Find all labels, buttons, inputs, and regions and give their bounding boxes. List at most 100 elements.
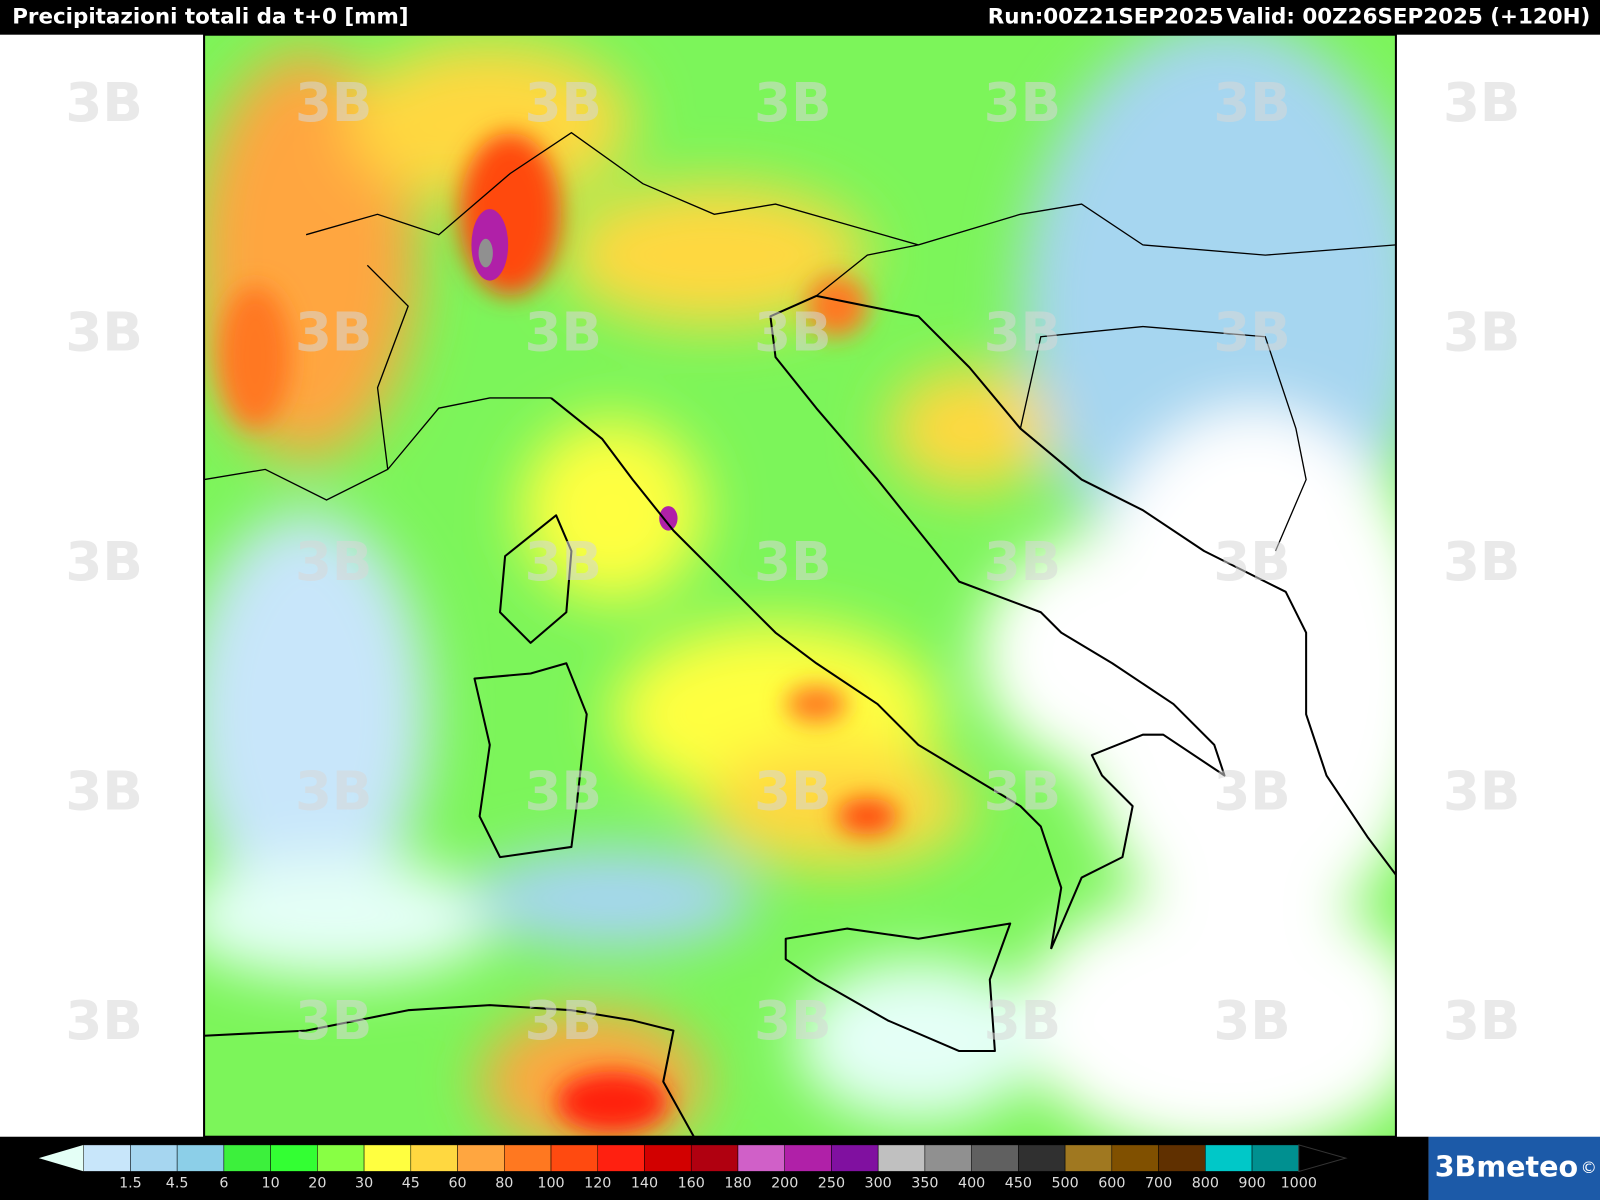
legend-label: 300 — [865, 1176, 892, 1192]
logo-box — [1428, 1136, 1600, 1200]
legend-swatch — [737, 1144, 785, 1172]
watermark: 3B — [295, 990, 372, 1052]
legend-label: 4.5 — [166, 1176, 189, 1192]
run-time: Run:00Z21SEP2025 — [988, 4, 1224, 29]
legend-swatch — [1251, 1144, 1300, 1172]
legend-label: 700 — [1145, 1176, 1172, 1192]
watermark: 3B — [65, 990, 142, 1052]
watermark: 3B — [754, 990, 831, 1052]
watermark: 3B — [65, 761, 142, 823]
legend-label: 180 — [724, 1176, 751, 1192]
legend-swatch — [457, 1144, 505, 1172]
legend-label: 1.5 — [119, 1176, 142, 1192]
watermark: 3B — [1213, 761, 1290, 823]
legend-swatch — [83, 1144, 131, 1172]
legend-swatch — [1064, 1144, 1113, 1172]
legend-label: 30 — [355, 1176, 373, 1192]
watermark: 3B — [295, 72, 372, 134]
valid-time: Valid: 00Z26SEP2025 (+120H) — [1227, 4, 1591, 29]
legend-swatch — [550, 1144, 599, 1172]
watermark: 3B — [295, 761, 372, 823]
legend-label: 350 — [911, 1176, 938, 1192]
legend-swatch — [363, 1144, 412, 1172]
watermark: 3B — [984, 301, 1061, 363]
watermark: 3B — [1443, 990, 1520, 1052]
watermark: 3B — [984, 72, 1061, 134]
legend-swatch — [317, 1144, 365, 1172]
legend-swatch — [831, 1144, 879, 1172]
legend-label: 200 — [771, 1176, 798, 1192]
watermarks: 3B 3B 3B 3B 3B 3B 3B 3B 3B 3B 3B 3B 3B 3B 3B 3B 3B 3B 3B 3B… — [65, 72, 1520, 1052]
legend-swatch — [223, 1144, 271, 1172]
watermark: 3B — [984, 990, 1061, 1052]
watermark: 3B — [1443, 531, 1520, 593]
legend-label: 20 — [308, 1176, 326, 1192]
legend-swatch — [924, 1144, 972, 1172]
map-title: Precipitazioni totali da t+0 [mm] — [12, 4, 408, 29]
legend-swatch — [410, 1144, 458, 1172]
watermark: 3B — [1443, 72, 1520, 134]
watermark: 3B — [65, 72, 142, 134]
watermark: 3B — [295, 301, 372, 363]
logo-copyright: © — [1581, 1158, 1597, 1177]
watermark: 3B — [295, 531, 372, 593]
legend-low-arrow — [38, 1144, 84, 1172]
map — [204, 34, 1396, 1137]
legend-label: 160 — [678, 1176, 705, 1192]
legend-label: 45 — [402, 1176, 420, 1192]
watermark: 3B — [754, 531, 831, 593]
watermark: 3B — [1213, 531, 1290, 593]
watermark: 3B — [1213, 301, 1290, 363]
legend-swatch — [597, 1144, 645, 1172]
watermark: 3B — [754, 72, 831, 134]
legend-label: 100 — [537, 1176, 564, 1192]
legend-swatch — [1158, 1144, 1206, 1172]
legend-swatch — [1018, 1144, 1066, 1172]
watermark: 3B — [1213, 72, 1290, 134]
legend-swatch — [130, 1144, 178, 1172]
legend-label: 1000 — [1281, 1176, 1317, 1192]
watermark: 3B — [65, 301, 142, 363]
watermark: 3B — [525, 990, 602, 1052]
legend-swatch — [1111, 1144, 1159, 1172]
legend-label: 800 — [1192, 1176, 1219, 1192]
watermark: 3B — [754, 301, 831, 363]
watermark: 3B — [1443, 301, 1520, 363]
legend-swatch — [176, 1144, 225, 1172]
legend-label: 6 — [219, 1176, 228, 1192]
legend-swatch — [690, 1144, 739, 1172]
legend-swatch — [504, 1144, 552, 1172]
watermark: 3B — [525, 301, 602, 363]
legend-label: 600 — [1098, 1176, 1125, 1192]
legend-label: 140 — [631, 1176, 658, 1192]
legend-swatch — [971, 1144, 1019, 1172]
legend-label: 250 — [818, 1176, 845, 1192]
legend-label: 120 — [584, 1176, 611, 1192]
watermark: 3B — [1443, 761, 1520, 823]
legend-label: 900 — [1238, 1176, 1265, 1192]
legend-label: 450 — [1005, 1176, 1032, 1192]
legend-label: 500 — [1051, 1176, 1078, 1192]
legend-label: 400 — [958, 1176, 985, 1192]
legend-swatch — [877, 1144, 926, 1172]
legend-swatch — [644, 1144, 692, 1172]
legend-label: 80 — [495, 1176, 513, 1192]
legend-swatch — [784, 1144, 832, 1172]
watermark: 3B — [525, 72, 602, 134]
watermark: 3B — [754, 761, 831, 823]
watermark: 3B — [525, 761, 602, 823]
watermark: 3B — [65, 531, 142, 593]
header-bar — [0, 0, 1600, 35]
legend-swatch — [1205, 1144, 1253, 1172]
logo-text: 3Bmeteo — [1435, 1149, 1578, 1183]
watermark: 3B — [525, 531, 602, 593]
watermark: 3B — [1213, 990, 1290, 1052]
color-legend: 1.5 4.5 6 10 20 30 45 60 80 100 120 140 160 180 200 250… — [38, 1144, 1348, 1192]
legend-high-arrow — [1298, 1144, 1348, 1173]
legend-label: 10 — [262, 1176, 280, 1192]
watermark: 3B — [984, 761, 1061, 823]
legend-swatch — [270, 1144, 318, 1172]
watermark: 3B — [984, 531, 1061, 593]
legend-label: 60 — [448, 1176, 466, 1192]
